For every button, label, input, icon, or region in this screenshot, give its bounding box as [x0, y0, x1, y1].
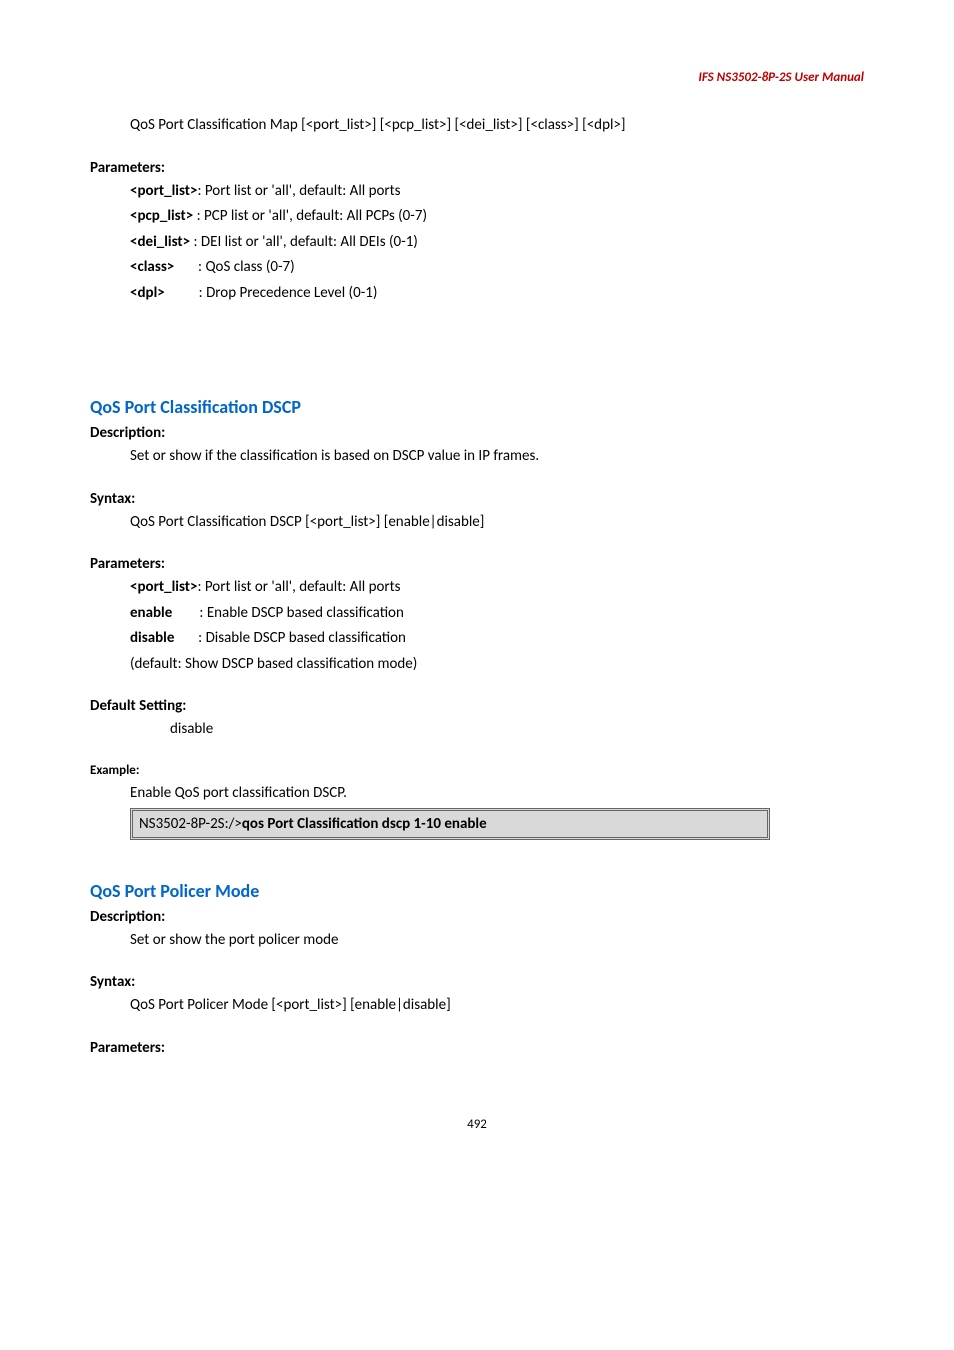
- param-key: <class>: [130, 258, 174, 276]
- param-sep: :: [197, 182, 204, 200]
- param-desc: DEI list or 'all', default: All DEIs (0-…: [201, 233, 418, 251]
- param-row: <dpl> : Drop Precedence Level (0-1): [130, 281, 864, 307]
- example-cmd-prefix: NS3502-8P-2S:/>: [139, 815, 242, 833]
- section2-syntax-heading: Syntax:: [90, 973, 864, 991]
- section1-params-block: <port_list>: Port list or 'all', default…: [130, 575, 864, 677]
- param-row: <class> : QoS class (0-7): [130, 255, 864, 281]
- header-product-name: IFS NS3502-8P-2S User Manual: [90, 70, 864, 85]
- page-container: IFS NS3502-8P-2S User Manual QoS Port Cl…: [0, 0, 954, 1172]
- param-row: <port_list>: Port list or 'all', default…: [130, 179, 864, 205]
- intro-params-block: <port_list>: Port list or 'all', default…: [130, 179, 864, 307]
- param-sep: :: [193, 207, 204, 225]
- page-number: 492: [90, 1117, 864, 1132]
- section1-title: QoS Port Classification DSCP: [90, 396, 864, 418]
- param-row: enable : Enable DSCP based classificatio…: [130, 601, 864, 627]
- param-key: disable: [130, 629, 174, 647]
- param-desc: Disable DSCP based classification: [206, 629, 406, 647]
- param-sep: :: [197, 578, 204, 596]
- section1-default-heading: Default Setting:: [90, 697, 864, 715]
- intro-syntax: QoS Port Classification Map [<port_list>…: [130, 113, 864, 139]
- section1-default-value: disable: [170, 717, 864, 743]
- param-row: <dei_list> : DEI list or 'all', default:…: [130, 230, 864, 256]
- section1-desc-text: Set or show if the classification is bas…: [130, 444, 864, 470]
- param-desc: QoS class (0-7): [205, 258, 294, 276]
- section1-example-codebox: NS3502-8P-2S:/>qos Port Classification d…: [130, 808, 770, 840]
- param-key: <dpl>: [130, 284, 165, 302]
- param-key: enable: [130, 604, 172, 622]
- section1-syntax-heading: Syntax:: [90, 490, 864, 508]
- section1-params-heading: Parameters:: [90, 555, 864, 573]
- param-sep: :: [165, 284, 206, 302]
- param-desc: Port list or 'all', default: All ports: [205, 578, 401, 596]
- param-desc: Drop Precedence Level (0-1): [206, 284, 377, 302]
- param-key: <port_list>: [130, 578, 197, 596]
- example-cmd-bold: qos Port Classification dscp 1-10 enable: [242, 815, 487, 833]
- section1-example-text: Enable QoS port classification DSCP.: [130, 784, 864, 802]
- section2-desc-text: Set or show the port policer mode: [130, 928, 864, 954]
- section2-params-heading: Parameters:: [90, 1039, 864, 1057]
- intro-params-heading: Parameters:: [90, 159, 864, 177]
- param-desc: Port list or 'all', default: All ports: [205, 182, 401, 200]
- section2-desc-heading: Description:: [90, 908, 864, 926]
- param-sep: :: [174, 629, 205, 647]
- section2-syntax-text: QoS Port Policer Mode [<port_list>] [ena…: [130, 993, 864, 1019]
- param-key: <pcp_list>: [130, 207, 193, 225]
- param-sep: :: [174, 258, 205, 276]
- params-note: (default: Show DSCP based classification…: [130, 652, 864, 678]
- param-key: <dei_list>: [130, 233, 190, 251]
- param-key: <port_list>: [130, 182, 197, 200]
- param-sep: :: [172, 604, 207, 622]
- param-row: <pcp_list> : PCP list or 'all', default:…: [130, 204, 864, 230]
- param-row: disable : Disable DSCP based classificat…: [130, 626, 864, 652]
- section1-example-label: Example:: [90, 763, 864, 778]
- param-row: <port_list>: Port list or 'all', default…: [130, 575, 864, 601]
- section1-desc-heading: Description:: [90, 424, 864, 442]
- section1-syntax-text: QoS Port Classification DSCP [<port_list…: [130, 510, 864, 536]
- section2-title: QoS Port Policer Mode: [90, 880, 864, 902]
- param-desc: Enable DSCP based classification: [207, 604, 404, 622]
- param-sep: :: [190, 233, 201, 251]
- param-desc: PCP list or 'all', default: All PCPs (0-…: [204, 207, 427, 225]
